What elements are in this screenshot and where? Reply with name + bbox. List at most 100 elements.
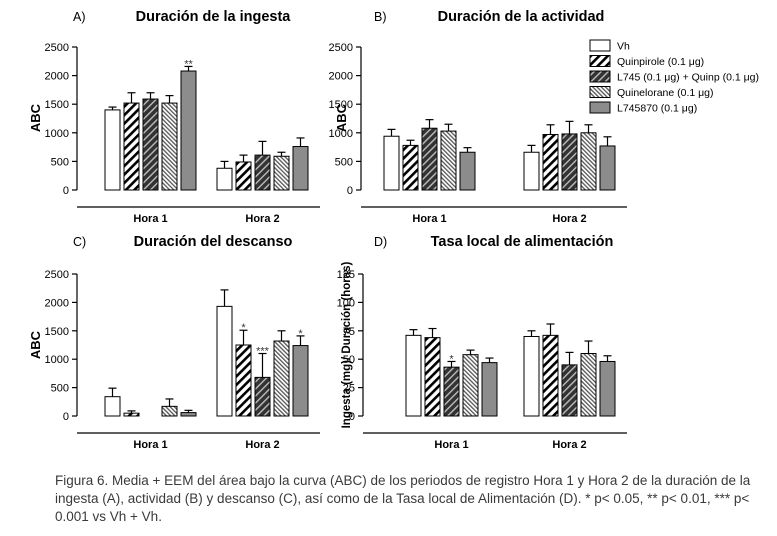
chart-title: Duración del descanso <box>134 234 293 250</box>
y-tick-label: 2000 <box>45 297 69 309</box>
bar <box>161 102 178 191</box>
legend: Vh Quinpirole (0.1 μg) L745 (0.1 μg) + Qui… <box>589 39 759 115</box>
legend-label: Vh <box>617 41 630 53</box>
bar <box>104 109 121 191</box>
legend-swatch <box>589 101 611 114</box>
chart-title: Duración de la actividad <box>438 9 605 25</box>
bar <box>161 405 178 417</box>
chart-title: Tasa local de alimentación <box>431 234 614 250</box>
bar <box>216 305 233 417</box>
bar <box>443 366 460 417</box>
bar <box>383 135 400 191</box>
x-tick-label: Hora 1 <box>133 439 167 451</box>
bar <box>440 130 457 191</box>
bar <box>523 151 540 191</box>
y-tick-label: 500 <box>51 383 69 395</box>
significance-marker: * <box>298 328 303 340</box>
y-tick-label: 75 <box>343 326 355 338</box>
significance-marker: ** <box>184 58 193 70</box>
bar <box>580 132 597 191</box>
legend-label: Quinelorane (0.1 μg) <box>617 87 714 99</box>
bar <box>561 133 578 191</box>
y-tick-label: 2500 <box>45 269 69 281</box>
bar <box>459 151 476 191</box>
x-tick-label: Hora 2 <box>552 213 586 225</box>
bar <box>273 340 290 417</box>
bar <box>462 354 479 417</box>
y-tick-label: 0 <box>349 411 355 423</box>
bar <box>402 144 419 191</box>
bar <box>580 353 597 417</box>
y-tick-label: 1500 <box>329 99 353 111</box>
panel-1: A) Duración de la ingesta ABC 0 500 1000 1500 2… <box>28 9 320 225</box>
significance-marker: * <box>449 353 454 365</box>
y-tick-label: 1000 <box>45 354 69 366</box>
bar <box>123 102 140 191</box>
x-tick-label: Hora 1 <box>133 213 167 225</box>
y-tick-label: 2500 <box>329 42 353 54</box>
y-tick-label: 1500 <box>45 99 69 111</box>
legend-swatch <box>589 39 611 52</box>
y-tick-label: 25 <box>343 383 355 395</box>
y-axis-label: ABC <box>334 103 349 132</box>
panel-letter: C) <box>73 235 86 249</box>
bar <box>561 364 578 417</box>
bar <box>523 335 540 417</box>
bar <box>235 161 252 191</box>
bar <box>235 344 252 417</box>
y-tick-label: 0 <box>63 411 69 423</box>
bar <box>180 70 197 191</box>
legend-label: L745 (0.1 μg) + Quinp (0.1 μg) <box>617 72 759 84</box>
x-tick-label: Hora 1 <box>412 213 446 225</box>
x-tick-label: Hora 2 <box>245 439 279 451</box>
legend-label: L745870 (0.1 μg) <box>617 103 697 115</box>
y-tick-label: 2000 <box>329 71 353 83</box>
panel-2: B) Duración de la actividad ABC 0 500 1000 150… <box>329 9 627 225</box>
bar <box>599 145 616 191</box>
bar <box>481 362 498 417</box>
legend-swatch <box>589 86 611 98</box>
y-axis-label: ABC <box>28 330 43 359</box>
legend-swatch <box>589 55 611 67</box>
chart-title: Duración de la ingesta <box>136 9 292 25</box>
figure-panels: A) Duración de la ingestaABC0500100015002… <box>28 9 759 451</box>
bar <box>599 360 616 417</box>
legend-swatch <box>589 70 611 83</box>
bar <box>123 412 140 417</box>
bar <box>254 376 271 417</box>
bar <box>142 98 159 191</box>
y-axis-label: Ingesta (mg)/ Duración (horas) <box>341 261 353 428</box>
y-tick-label: 2500 <box>45 42 69 54</box>
significance-marker: *** <box>256 346 270 358</box>
bar <box>542 334 559 417</box>
y-tick-label: 500 <box>51 156 69 168</box>
y-tick-label: 0 <box>347 185 353 197</box>
bar <box>254 154 271 191</box>
y-tick-label: 0 <box>63 185 69 197</box>
bar <box>104 396 121 417</box>
x-tick-label: Hora 2 <box>245 213 279 225</box>
y-tick-label: 1000 <box>329 128 353 140</box>
bar <box>292 146 309 191</box>
y-tick-label: 2000 <box>45 71 69 83</box>
bar <box>424 337 441 417</box>
panel-letter: D) <box>374 235 387 249</box>
bar <box>180 412 197 417</box>
panel-letter: B) <box>374 10 387 24</box>
bar <box>292 345 309 417</box>
y-tick-label: 1500 <box>45 326 69 338</box>
y-tick-label: 500 <box>335 156 353 168</box>
x-tick-label: Hora 1 <box>434 439 468 451</box>
panel-4: D) Tasa local de alimentación Ingesta (mg)… <box>337 234 627 451</box>
y-tick-label: 50 <box>343 354 355 366</box>
bar <box>405 334 422 417</box>
bar <box>542 134 559 191</box>
significance-marker: * <box>241 322 246 334</box>
bar <box>216 167 233 191</box>
legend-label: Quinpirole (0.1 μg) <box>617 56 704 68</box>
figure-caption: Figura 6. Media + EEM del área bajo la c… <box>55 473 751 524</box>
y-tick-label: 100 <box>337 297 355 309</box>
panel-3: C) Duración del descanso ABC 0 500 1000 1500 20… <box>28 234 320 451</box>
x-tick-label: Hora 2 <box>552 439 586 451</box>
bar <box>421 127 438 191</box>
